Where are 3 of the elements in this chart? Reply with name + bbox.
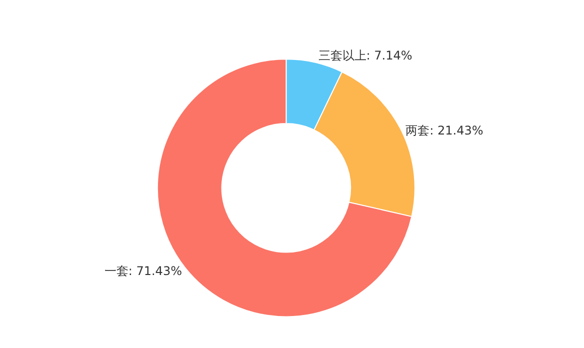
slice-label: 一套: 71.43% (104, 264, 182, 278)
slice-label: 三套以上: 7.14% (318, 48, 412, 63)
slice-label: 两套: 21.43% (406, 124, 484, 138)
